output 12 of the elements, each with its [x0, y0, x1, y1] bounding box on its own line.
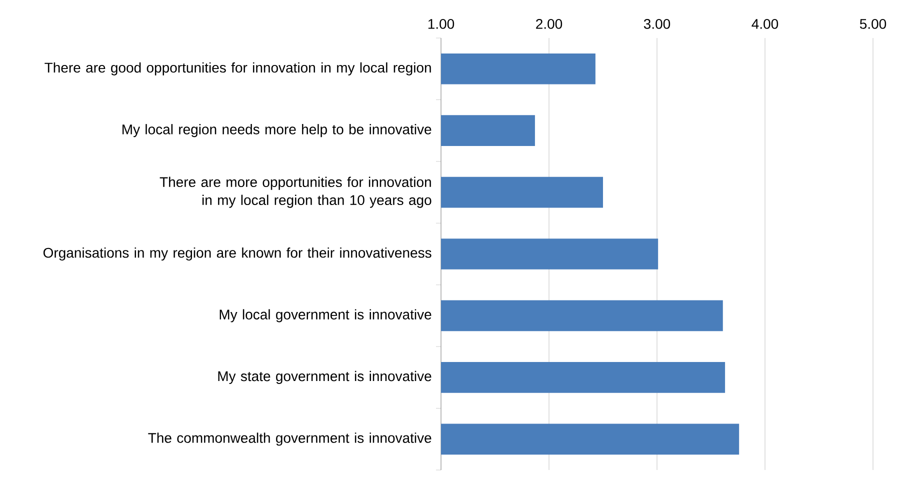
x-tick-label: 4.00: [752, 18, 778, 29]
y-tick-label: Organisations in my region are known for their innovativeness: [43, 247, 432, 261]
y-tick-label: There are more opportunities for innovation in my local region than 10 years ago: [160, 176, 432, 208]
y-tick-label: My local region needs more help to be innovative: [122, 124, 432, 138]
x-tick-label: 2.00: [536, 18, 562, 29]
y-tick-label: There are good opportunities for innovation in my local region: [44, 62, 431, 76]
x-tick-label: 1.00: [428, 18, 454, 29]
x-tick-label: 5.00: [860, 18, 886, 29]
y-tick-label: My state government is innovative: [218, 370, 432, 384]
x-tick-label: 3.00: [644, 18, 670, 29]
y-tick-label: My local government is innovative: [220, 309, 432, 322]
y-tick-label: The commonwealth government is innovative: [148, 432, 432, 446]
